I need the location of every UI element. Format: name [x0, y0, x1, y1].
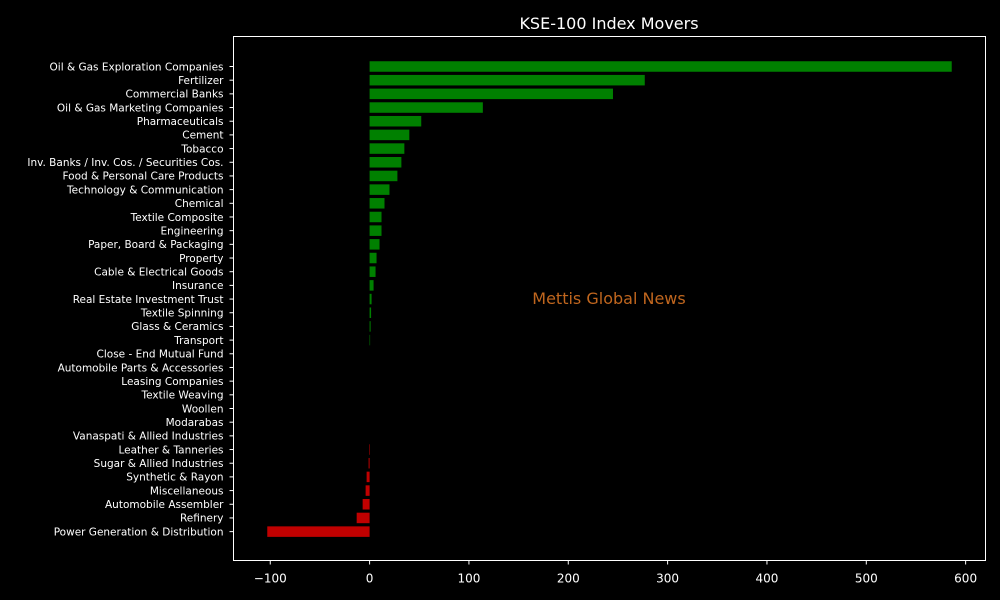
bar-automobile-assembler: [362, 499, 370, 510]
bar-food-personal-care-products: [369, 170, 398, 182]
bar-sugar-allied-industries: [368, 457, 370, 469]
plot-area-frame: [233, 36, 986, 561]
x-tick-label-100: 100: [457, 572, 480, 586]
category-label-textile-spinning: Textile Spinning: [140, 308, 224, 320]
x-tick-label--100: −100: [254, 572, 287, 586]
bar-fertilizer: [369, 74, 645, 86]
bar-chemical: [369, 198, 385, 209]
category-label-real-estate-investment-trust: Real Estate Investment Trust: [73, 294, 224, 306]
category-label-oil-gas-exploration-companies: Oil & Gas Exploration Companies: [50, 61, 224, 73]
category-label-commercial-banks: Commercial Banks: [126, 89, 224, 101]
bar-real-estate-investment-trust: [369, 293, 372, 305]
category-label-glass-ceramics: Glass & Ceramics: [131, 321, 223, 333]
bar-property: [369, 252, 377, 264]
bar-engineering: [369, 225, 382, 236]
category-label-modarabas: Modarabas: [166, 417, 224, 429]
chart-title: KSE-100 Index Movers: [519, 14, 698, 33]
bar-pharmaceuticals: [369, 115, 422, 127]
category-label-paper-board-packaging: Paper, Board & Packaging: [88, 239, 223, 251]
bar-cement: [369, 129, 410, 141]
bar-power-generation-distribution: [267, 526, 370, 537]
category-labels: Oil & Gas Exploration Companies Fertilize…: [27, 61, 234, 538]
category-label-close-end-mutual-fund: Close - End Mutual Fund: [97, 349, 224, 361]
category-label-leasing-companies: Leasing Companies: [121, 376, 223, 388]
category-label-automobile-parts-accessories: Automobile Parts & Accessories: [58, 362, 224, 374]
category-label-textile-composite: Textile Composite: [130, 212, 224, 224]
bar-miscellaneous: [365, 485, 370, 496]
watermark-text: Mettis Global News: [532, 289, 685, 308]
bar-tobacco: [369, 143, 405, 154]
category-label-cement: Cement: [182, 130, 223, 142]
category-label-leather-tanneries: Leather & Tanneries: [118, 444, 223, 456]
category-label-chemical: Chemical: [175, 198, 224, 210]
category-label-miscellaneous: Miscellaneous: [150, 485, 224, 497]
x-tick-label-200: 200: [557, 572, 580, 586]
category-label-tobacco: Tobacco: [180, 143, 223, 155]
category-label-automobile-assembler: Automobile Assembler: [105, 499, 224, 511]
category-label-transport: Transport: [173, 335, 223, 347]
x-tick-label-500: 500: [855, 572, 878, 586]
bar-cable-electrical-goods: [369, 266, 376, 277]
category-label-food-personal-care-products: Food & Personal Care Products: [62, 171, 223, 183]
category-label-fertilizer: Fertilizer: [178, 75, 224, 87]
bar-oil-gas-marketing-companies: [369, 102, 483, 113]
category-label-synthetic-rayon: Synthetic & Rayon: [126, 472, 223, 484]
category-label-insurance: Insurance: [172, 280, 224, 292]
category-label-vanaspati-allied-industries: Vanaspati & Allied Industries: [73, 431, 224, 443]
category-label-woollen: Woollen: [182, 403, 224, 415]
category-label-textile-weaving: Textile Weaving: [141, 390, 224, 402]
bar-oil-gas-exploration-companies: [369, 61, 952, 72]
category-label-property: Property: [179, 253, 223, 265]
x-tick-label-300: 300: [656, 572, 679, 586]
x-axis-ticks: −100 0 100 200 300 400 500 600: [254, 560, 977, 586]
category-label-cable-electrical-goods: Cable & Electrical Goods: [94, 267, 223, 279]
x-tick-label-600: 600: [954, 572, 977, 586]
bar-synthetic-rayon: [366, 471, 370, 483]
category-label-sugar-allied-industries: Sugar & Allied Industries: [94, 458, 224, 470]
category-label-power-generation-distribution: Power Generation & Distribution: [54, 526, 224, 538]
x-tick-label-0: 0: [366, 572, 374, 586]
category-label-inv-banks-inv-cos-securities-cos: Inv. Banks / Inv. Cos. / Securities Cos.: [27, 157, 223, 169]
bar-paper-board-packaging: [369, 239, 380, 250]
category-label-refinery: Refinery: [180, 513, 224, 525]
category-label-pharmaceuticals: Pharmaceuticals: [137, 116, 224, 128]
bar-insurance: [369, 280, 374, 291]
bar-glass-ceramics: [369, 321, 371, 332]
category-label-engineering: Engineering: [161, 225, 224, 237]
bars-layer: [267, 61, 952, 537]
bar-commercial-banks: [369, 88, 613, 100]
bar-textile-spinning: [369, 307, 372, 318]
bar-inv-banks-inv-cos-securities-cos: [369, 157, 402, 168]
bar-technology-communication: [369, 184, 390, 195]
category-label-oil-gas-marketing-companies: Oil & Gas Marketing Companies: [57, 102, 224, 114]
category-label-technology-communication: Technology & Communication: [66, 184, 223, 196]
bar-refinery: [356, 512, 370, 524]
x-tick-label-400: 400: [756, 572, 779, 586]
bar-textile-composite: [369, 211, 382, 223]
